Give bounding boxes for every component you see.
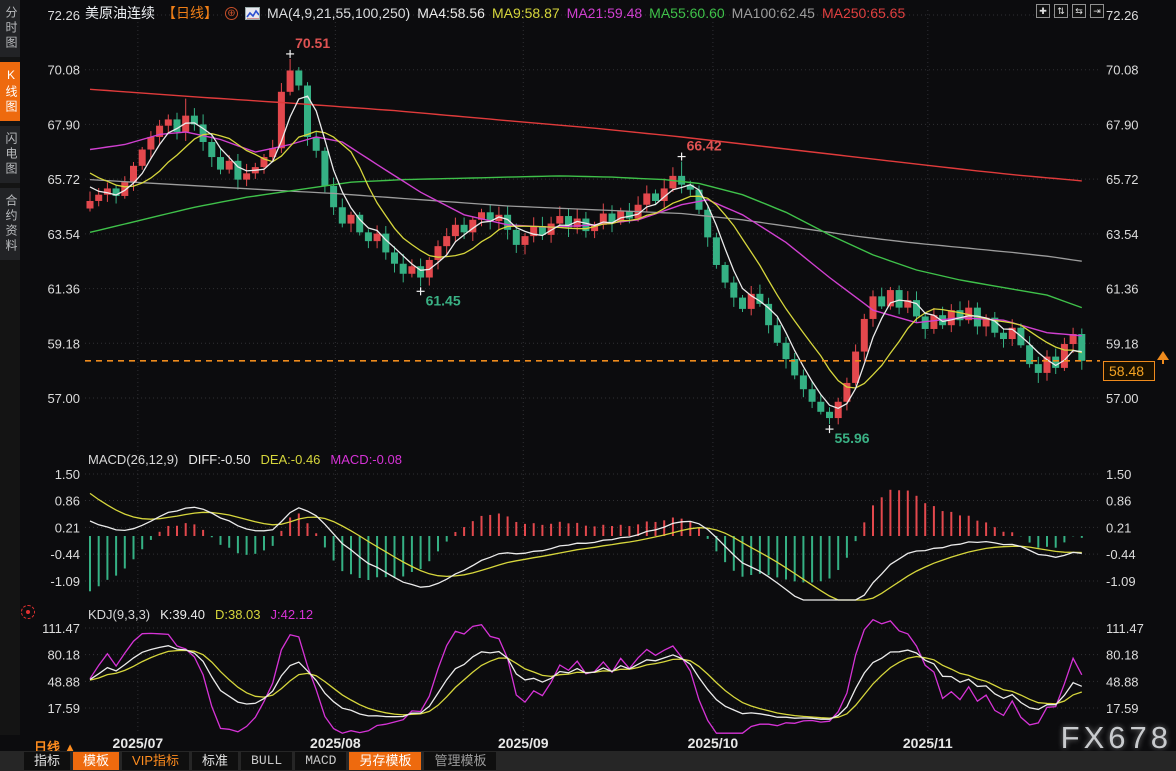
svg-text:2025/11: 2025/11 — [903, 735, 953, 751]
svg-text:2025/10: 2025/10 — [688, 735, 739, 751]
symbol-name: 美原油连续 — [85, 5, 155, 21]
svg-text:111.47: 111.47 — [42, 621, 80, 636]
svg-text:48.88: 48.88 — [47, 674, 80, 689]
sidebar-tab-timeline[interactable]: 分时图 — [0, 0, 20, 57]
toolbar-standard-button[interactable]: 标准 — [192, 752, 239, 770]
toolbar-bull-button[interactable]: BULL — [241, 752, 293, 770]
kdj-j-value: J:42.12 — [270, 607, 314, 622]
ma100-value: MA100:62.45 — [731, 5, 815, 21]
svg-text:80.18: 80.18 — [1106, 648, 1139, 663]
svg-text:1.50: 1.50 — [1106, 467, 1131, 482]
svg-text:17.59: 17.59 — [1106, 701, 1139, 716]
axis-labels-layer: 72.26 72.26 70.08 70.08 67.90 67.90 65.72 65.72… — [42, 8, 1144, 751]
ma-settings-label: MA(4,9,21,55,100,250) — [267, 5, 411, 21]
svg-text:65.72: 65.72 — [47, 172, 80, 187]
kdj-k-value: K:39.40 — [160, 607, 205, 622]
toolbar-manage-template-button[interactable]: 管理模板 — [424, 752, 497, 770]
sidebar-tab-contract-info[interactable]: 合约资料 — [0, 188, 20, 260]
svg-text:57.00: 57.00 — [47, 391, 80, 406]
svg-text:111.47: 111.47 — [1106, 621, 1144, 636]
svg-text:61.36: 61.36 — [1106, 282, 1139, 297]
scale-vertical-icon[interactable]: ⇅ — [1054, 4, 1068, 18]
kdj-layer — [89, 618, 1083, 734]
toolbar-template-button[interactable]: 模板 — [73, 752, 120, 770]
alert-sun-icon[interactable] — [21, 605, 35, 619]
kdj-title: KDJ(9,3,3) — [88, 607, 151, 622]
svg-text:-1.09: -1.09 — [1106, 574, 1136, 589]
svg-text:59.18: 59.18 — [1106, 336, 1139, 351]
mini-chart-icon[interactable] — [245, 6, 260, 20]
svg-text:80.18: 80.18 — [47, 648, 80, 663]
ma9-value: MA9:58.87 — [491, 5, 560, 21]
scale-horizontal-icon[interactable]: ⇆ — [1072, 4, 1086, 18]
svg-text:0.86: 0.86 — [55, 493, 80, 508]
svg-text:67.90: 67.90 — [47, 117, 80, 132]
svg-text:0.21: 0.21 — [1106, 520, 1131, 535]
svg-text:67.90: 67.90 — [1106, 117, 1139, 132]
toolbar-macd-button[interactable]: MACD — [295, 752, 347, 770]
kdj-indicator-header: KDJ(9,3,3) K:39.40 D:38.03 J:42.12 — [88, 607, 313, 623]
grid-layer — [85, 10, 1100, 733]
svg-text:-1.09: -1.09 — [50, 574, 80, 589]
circle-plus-icon[interactable]: ⊕ — [225, 6, 238, 20]
toolbar-indicator-button[interactable]: 指标 — [24, 752, 71, 770]
svg-text:17.59: 17.59 — [47, 701, 80, 716]
svg-text:2025/09: 2025/09 — [498, 735, 549, 751]
ma4-value: MA4:58.56 — [417, 5, 485, 21]
candles-layer — [86, 58, 1086, 425]
sidebar-tab-kline[interactable]: K线图 — [0, 62, 20, 121]
svg-text:70.08: 70.08 — [1106, 63, 1139, 78]
svg-text:65.72: 65.72 — [1106, 172, 1139, 187]
ma21-value: MA21:59.48 — [566, 5, 643, 21]
last-price-badge: 58.48 — [1103, 361, 1155, 381]
svg-text:1.50: 1.50 — [55, 467, 80, 482]
kdj-d-value: D:38.03 — [214, 607, 261, 622]
annotations-layer: 70.51 66.42 61.45 55.96 — [286, 35, 870, 446]
ma-lines-layer — [89, 88, 1083, 410]
chart-header: 美原油连续 【日线】 ⊕ MA(4,9,21,55,100,250) MA4:5… — [85, 4, 905, 22]
pan-icon[interactable]: ✚ — [1036, 4, 1050, 18]
svg-text:70.51: 70.51 — [295, 35, 330, 51]
period-tag: 【日线】 — [162, 5, 218, 21]
svg-text:63.54: 63.54 — [1106, 227, 1139, 242]
toolbar-vip-indicator-button[interactable]: VIP指标 — [122, 752, 189, 770]
svg-text:0.86: 0.86 — [1106, 493, 1131, 508]
svg-text:55.96: 55.96 — [835, 430, 870, 446]
sidebar-tab-flash[interactable]: 闪电图 — [0, 126, 20, 183]
macd-title: MACD(26,12,9) — [88, 452, 179, 467]
toolbar-save-template-button[interactable]: 另存模板 — [349, 752, 422, 770]
macd-dea-value: DEA:-0.46 — [260, 452, 321, 467]
svg-text:-0.44: -0.44 — [50, 547, 80, 562]
bottom-toolbar: 指标 模板 VIP指标 标准 BULL MACD 另存模板 管理模板 — [0, 751, 1176, 771]
macd-diff-value: DIFF:-0.50 — [188, 452, 251, 467]
macd-macd-value: MACD:-0.08 — [330, 452, 402, 467]
svg-text:72.26: 72.26 — [1106, 8, 1139, 23]
macd-layer — [89, 489, 1083, 601]
svg-text:59.18: 59.18 — [47, 336, 80, 351]
window-controls: ✚ ⇅ ⇆ ⇥ — [1036, 4, 1104, 18]
svg-text:0.21: 0.21 — [55, 520, 80, 535]
ma55-value: MA55:60.60 — [649, 5, 725, 21]
price-pointer-icon — [1157, 351, 1169, 364]
svg-text:61.45: 61.45 — [426, 292, 461, 308]
macd-indicator-header: MACD(26,12,9) DIFF:-0.50 DEA:-0.46 MACD:… — [88, 452, 402, 468]
svg-text:70.08: 70.08 — [47, 63, 80, 78]
svg-text:2025/07: 2025/07 — [113, 735, 164, 751]
svg-text:48.88: 48.88 — [1106, 674, 1139, 689]
svg-text:63.54: 63.54 — [47, 227, 80, 242]
ma250-value: MA250:65.65 — [821, 5, 906, 21]
svg-text:66.42: 66.42 — [687, 138, 722, 154]
svg-text:72.26: 72.26 — [47, 8, 80, 23]
chart-canvas[interactable]: 72.26 72.26 70.08 70.08 67.90 67.90 65.72 65.72… — [0, 0, 1176, 752]
popout-icon[interactable]: ⇥ — [1090, 4, 1104, 18]
brand-watermark: FX678 — [1060, 720, 1172, 755]
svg-text:-0.44: -0.44 — [1106, 547, 1136, 562]
svg-text:2025/08: 2025/08 — [310, 735, 361, 751]
svg-text:61.36: 61.36 — [47, 282, 80, 297]
left-sidebar: 分时图 K线图 闪电图 合约资料 — [0, 0, 20, 735]
svg-text:57.00: 57.00 — [1106, 391, 1139, 406]
